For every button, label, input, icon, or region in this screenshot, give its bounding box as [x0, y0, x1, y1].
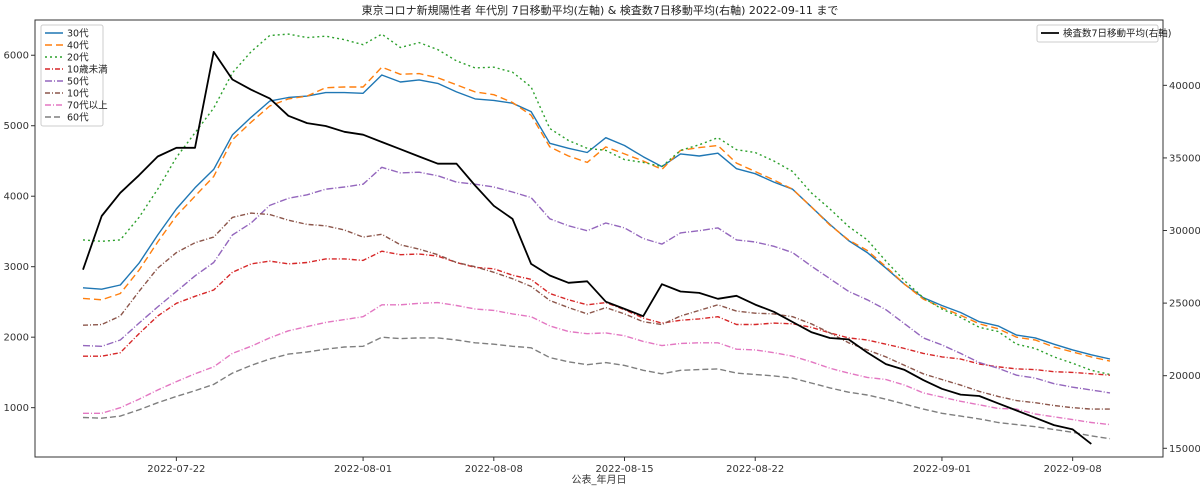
- right-tick-label: 20000: [1169, 371, 1200, 382]
- right-tick-label: 15000: [1169, 444, 1200, 455]
- x-tick-label: 2022-08-01: [334, 464, 392, 475]
- series-line-4: [83, 250, 1111, 376]
- series-line-9: [82, 51, 1092, 445]
- x-axis-label: 公表_年月日: [572, 473, 627, 486]
- chart-title: 東京コロナ新規陽性者 年代別 7日移動平均(左軸) & 検査数7日移動平均(右軸…: [362, 3, 839, 17]
- x-tick-label: 2022-08-15: [595, 464, 653, 475]
- left-tick-label: 6000: [4, 51, 29, 62]
- legend-label: 50代: [67, 77, 89, 88]
- x-tick-label: 2022-09-01: [913, 464, 971, 475]
- legend-label: 70代以上: [67, 101, 108, 112]
- series-line-5: [82, 166, 1111, 394]
- left-tick-label: 2000: [4, 333, 29, 344]
- legend-label: 検査数7日移動平均(右軸): [1063, 28, 1171, 40]
- legend-label: 40代: [67, 41, 89, 52]
- legend-label: 10歳未満: [67, 64, 108, 76]
- legend-label: 60代: [67, 113, 89, 124]
- legend-label: 20代: [67, 53, 89, 64]
- axes-layer: 2022-07-22 2022-08-01 2022-08-08 2022-08-15…: [4, 51, 1200, 475]
- right-tick-label: 25000: [1169, 299, 1200, 310]
- right-tick-label: 35000: [1169, 153, 1200, 164]
- left-tick-label: 1000: [4, 403, 29, 414]
- left-tick-label: 4000: [4, 192, 29, 203]
- legend-right: 検査数7日移動平均(右軸): [1036, 24, 1171, 43]
- plot-area: [34, 19, 1164, 458]
- right-tick-label: 30000: [1169, 226, 1200, 237]
- series-line-6: [82, 212, 1110, 410]
- x-tick-label: 2022-08-22: [726, 464, 784, 475]
- series-line-3: [82, 33, 1111, 376]
- legend-label: 10代: [67, 89, 89, 100]
- series-layer: [82, 33, 1111, 445]
- left-tick-label: 3000: [4, 262, 29, 273]
- legend-right-frame: [1036, 24, 1159, 43]
- x-tick-label: 2022-08-08: [465, 464, 523, 475]
- series-line-2: [82, 66, 1111, 362]
- series-line-7: [83, 301, 1111, 426]
- x-tick-label: 2022-09-08: [1044, 464, 1102, 475]
- series-line-8: [82, 336, 1111, 440]
- x-tick-label: 2022-07-22: [147, 464, 205, 475]
- legend-label: 30代: [67, 29, 89, 40]
- series-line-1: [82, 74, 1111, 360]
- legend-left-frame: [40, 24, 104, 127]
- left-tick-label: 5000: [4, 121, 29, 132]
- right-tick-label: 40000: [1169, 81, 1200, 92]
